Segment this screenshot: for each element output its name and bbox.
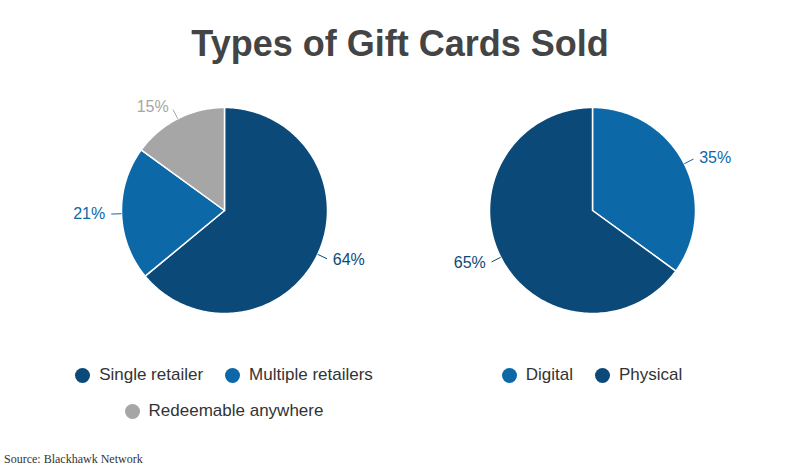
html-text:Multiple retailers: Multiple retailers [249,365,373,384]
svg-text:35%: 35% [699,149,731,166]
html-text:Digital: Digital [525,365,573,384]
html-text:Single retailer: Single retailer [99,365,204,384]
html-text:Physical: Physical [619,365,683,384]
html-text:Source: Blackhawk Network: Source: Blackhawk Network [4,452,143,466]
svg-text:15%: 15% [137,98,169,115]
html-text:Redeemable anywhere: Redeemable anywhere [148,401,324,420]
svg-text:65%: 65% [454,254,486,271]
svg-text:64%: 64% [333,251,365,268]
svg-text:21%: 21% [73,205,105,222]
html-text:Types of Gift Cards Sold: Types of Gift Cards Sold [191,23,609,64]
